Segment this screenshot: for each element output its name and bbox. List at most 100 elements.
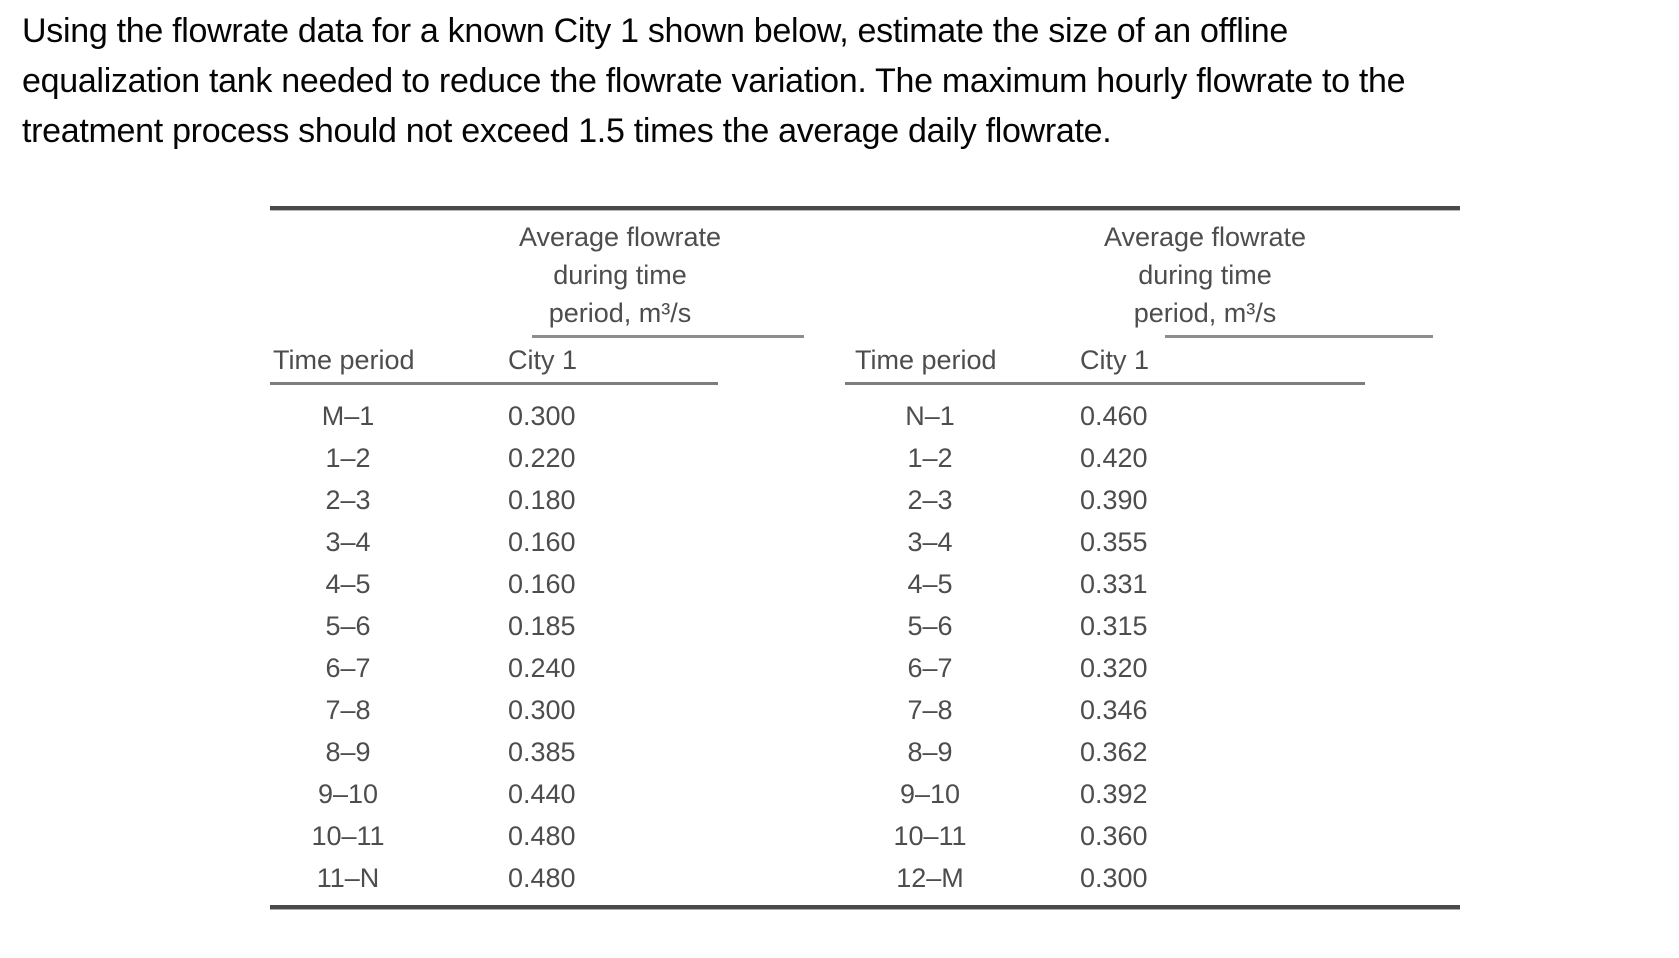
flowrate-cell: 0.180 [508, 484, 576, 515]
left-table-rows: M–1 0.300 1–2 0.220 2–3 0.180 3–4 0.160 4–5 0… [270, 395, 840, 905]
spanner-line: during time [553, 260, 687, 290]
flowrate-cell: 0.331 [1080, 568, 1148, 599]
time-period-cell: 4–5 [907, 568, 953, 599]
time-period-cell: 1–2 [907, 442, 953, 473]
problem-line: treatment process should not exceed 1.5 … [22, 112, 1112, 150]
flowrate-cell: 0.392 [1080, 778, 1148, 809]
table-row: 8–9 0.385 [270, 731, 840, 773]
flowrate-cell: 0.300 [508, 694, 576, 725]
time-period-cell: 7–8 [907, 694, 953, 725]
flowrate-cell: 0.362 [1080, 736, 1148, 767]
table-row: 8–9 0.362 [840, 731, 1460, 773]
table-row: 1–2 0.220 [270, 437, 840, 479]
table-row: 5–6 0.185 [270, 605, 840, 647]
time-period-header: Time period [855, 345, 997, 375]
flowrate-data-table: Average flowrate during time period, m³/… [270, 206, 1460, 909]
time-period-cell: 8–9 [907, 736, 953, 767]
table-row: 10–11 0.480 [270, 815, 840, 857]
table-right-half: Average flowrate during time period, m³/… [840, 210, 1460, 905]
time-period-cell: 7–8 [325, 694, 371, 725]
right-header-rule [845, 382, 1365, 385]
spanner-line: period, m³/s [548, 298, 692, 328]
spanner-line: during time [1138, 260, 1272, 290]
time-period-cell: 1–2 [325, 442, 371, 473]
table-left-half: Average flowrate during time period, m³/… [270, 210, 840, 905]
flowrate-cell: 0.220 [508, 442, 576, 473]
right-spanner-underline [1165, 335, 1433, 338]
flowrate-cell: 0.355 [1080, 526, 1148, 557]
table-row: 12–M 0.300 [840, 857, 1460, 899]
table-row: N–1 0.460 [840, 395, 1460, 437]
time-period-cell: 2–3 [907, 484, 953, 515]
table-row: 9–10 0.392 [840, 773, 1460, 815]
flowrate-cell: 0.460 [1080, 400, 1148, 431]
spanner-line: period, m³/s [1133, 298, 1277, 328]
table-row: 2–3 0.390 [840, 479, 1460, 521]
time-period-cell: 9–10 [899, 778, 961, 809]
left-column-headers: Time period City 1 [270, 342, 840, 376]
problem-line: Using the flowrate data for a known City… [22, 12, 1288, 50]
table-row: 9–10 0.440 [270, 773, 840, 815]
flowrate-cell: 0.320 [1080, 652, 1148, 683]
time-period-cell: 4–5 [325, 568, 371, 599]
flowrate-cell: 0.440 [508, 778, 576, 809]
time-period-cell: 10–11 [893, 820, 967, 851]
time-period-cell: 6–7 [325, 652, 371, 683]
table-row: 7–8 0.346 [840, 689, 1460, 731]
table-row: 10–11 0.360 [840, 815, 1460, 857]
time-period-cell: 11–N [316, 862, 380, 893]
left-spanner-underline [532, 335, 804, 338]
problem-line: equalization tank needed to reduce the f… [22, 62, 1406, 100]
flowrate-cell: 0.300 [1080, 862, 1148, 893]
table-row: 4–5 0.160 [270, 563, 840, 605]
right-table-rows: N–1 0.460 1–2 0.420 2–3 0.390 3–4 0.355 4–5 0… [840, 395, 1460, 905]
city1-header: City 1 [1080, 345, 1150, 375]
flowrate-cell: 0.385 [508, 736, 576, 767]
flowrate-cell: 0.160 [508, 526, 576, 557]
flowrate-cell: 0.315 [1080, 610, 1148, 641]
table-row: 3–4 0.355 [840, 521, 1460, 563]
table-row: 4–5 0.331 [840, 563, 1460, 605]
flowrate-cell: 0.420 [1080, 442, 1148, 473]
left-header-rule [270, 382, 718, 385]
flowrate-cell: 0.390 [1080, 484, 1148, 515]
time-period-cell: N–1 [905, 400, 955, 431]
flowrate-cell: 0.480 [508, 820, 576, 851]
table-row: 6–7 0.240 [270, 647, 840, 689]
spanner-line: Average flowrate [518, 222, 722, 252]
flowrate-cell: 0.480 [508, 862, 576, 893]
flowrate-cell: 0.346 [1080, 694, 1148, 725]
table-row: 2–3 0.180 [270, 479, 840, 521]
flowrate-cell: 0.240 [508, 652, 576, 683]
time-period-cell: 6–7 [907, 652, 953, 683]
table-row: 3–4 0.160 [270, 521, 840, 563]
flowrate-cell: 0.360 [1080, 820, 1148, 851]
time-period-cell: 2–3 [325, 484, 371, 515]
table-bottom-rule [270, 905, 1460, 909]
table-row: 7–8 0.300 [270, 689, 840, 731]
flowrate-cell: 0.300 [508, 400, 576, 431]
table-top-rule [270, 206, 1460, 210]
time-period-cell: M–1 [321, 400, 375, 431]
time-period-cell: 5–6 [907, 610, 953, 641]
table-row: 1–2 0.420 [840, 437, 1460, 479]
table-row: 6–7 0.320 [840, 647, 1460, 689]
table-row: 11–N 0.480 [270, 857, 840, 899]
table-row: M–1 0.300 [270, 395, 840, 437]
time-period-cell: 5–6 [325, 610, 371, 641]
problem-statement: Using the flowrate data for a known City… [22, 6, 1406, 156]
right-spanner-header: Average flowrate during time period, m³/… [1040, 218, 1370, 332]
spanner-line: Average flowrate [1103, 222, 1307, 252]
time-period-cell: 8–9 [325, 736, 371, 767]
time-period-cell: 3–4 [325, 526, 371, 557]
time-period-header: Time period [273, 345, 415, 375]
flowrate-cell: 0.185 [508, 610, 576, 641]
left-spanner-header: Average flowrate during time period, m³/… [450, 218, 790, 332]
time-period-cell: 12–M [896, 862, 964, 893]
city1-header: City 1 [508, 345, 578, 375]
right-column-headers: Time period City 1 [840, 342, 1460, 376]
time-period-cell: 10–11 [311, 820, 385, 851]
table-row: 5–6 0.315 [840, 605, 1460, 647]
time-period-cell: 3–4 [907, 526, 953, 557]
flowrate-cell: 0.160 [508, 568, 576, 599]
